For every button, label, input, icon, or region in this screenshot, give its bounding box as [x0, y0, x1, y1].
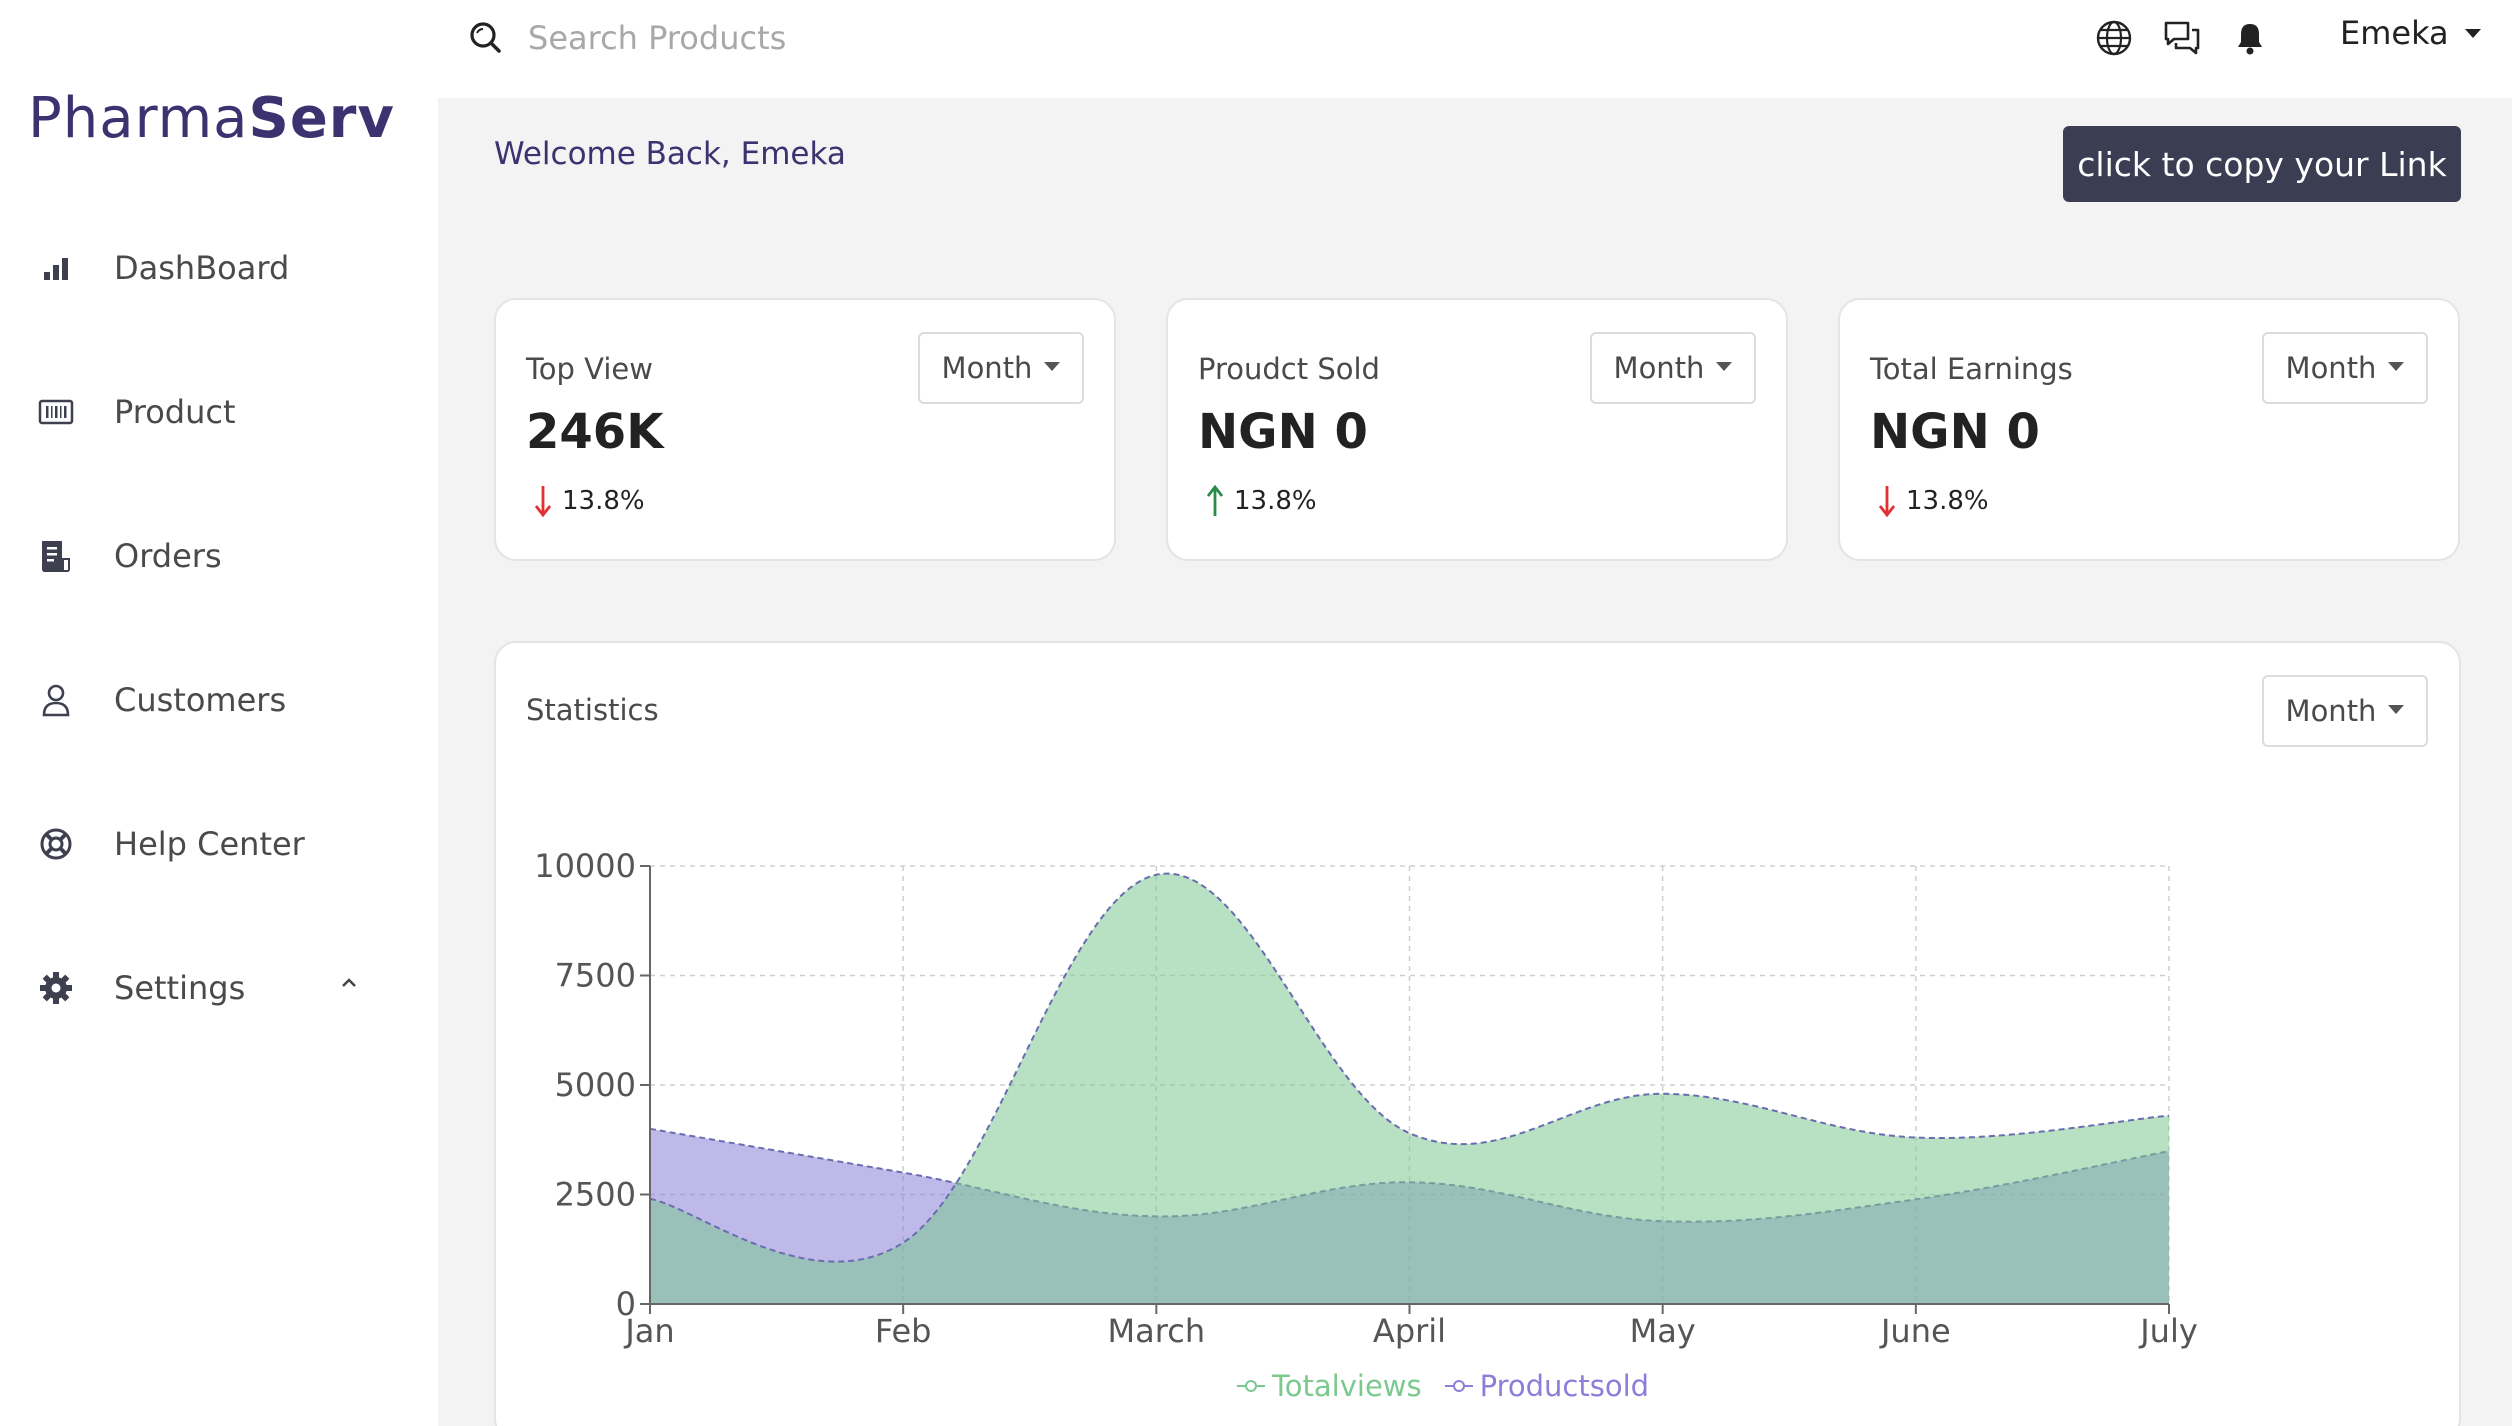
y-tick-label: 7500: [555, 957, 636, 995]
arrow-down-icon: [534, 486, 552, 518]
y-tick-label: 5000: [555, 1066, 636, 1104]
card-change-value: 13.8%: [1234, 486, 1317, 516]
sidebar: PharmaServ DashBoard Product Orders Cust…: [0, 0, 438, 1426]
chat-icon[interactable]: [2162, 18, 2202, 58]
x-tick-label: April: [1373, 1312, 1446, 1350]
card-title: Top View: [526, 352, 653, 386]
x-tick-label: Feb: [875, 1312, 932, 1350]
caret-down-icon: [1044, 361, 1061, 371]
month-select[interactable]: Month: [2262, 675, 2428, 747]
stat-card-total-earnings: Total Earnings NGN 0 13.8% Month: [1838, 298, 2460, 561]
x-tick-label: June: [1879, 1312, 1951, 1350]
stat-card-product-sold: Proudct Sold NGN 0 13.8% Month: [1166, 298, 1788, 561]
app-logo[interactable]: PharmaServ: [28, 86, 395, 151]
x-tick-label: March: [1108, 1312, 1206, 1350]
lifebuoy-icon: [36, 824, 76, 864]
bell-icon[interactable]: [2230, 18, 2270, 58]
caret-down-icon: [2388, 361, 2405, 371]
sidebar-item-settings[interactable]: Settings: [36, 958, 245, 1018]
sidebar-item-help-center[interactable]: Help Center: [36, 814, 305, 874]
document-icon: [36, 536, 76, 576]
sidebar-item-orders[interactable]: Orders: [36, 526, 222, 586]
sidebar-item-label: DashBoard: [114, 249, 290, 287]
month-select-value: Month: [2285, 694, 2377, 728]
y-tick-label: 0: [616, 1285, 636, 1323]
logo-bold-text: Serv: [248, 86, 395, 151]
legend-line-icon: [1237, 1380, 1265, 1392]
y-tick-label: 2500: [555, 1176, 636, 1214]
legend-item-productsold[interactable]: Productsold: [1444, 1369, 1649, 1403]
card-value: NGN 0: [1870, 404, 2040, 460]
sidebar-item-label: Product: [114, 393, 236, 431]
card-value: 246K: [526, 404, 664, 460]
topbar: Emeka: [438, 0, 2512, 98]
legend-line-icon: [1444, 1380, 1473, 1392]
user-menu[interactable]: Emeka: [2340, 14, 2481, 52]
caret-down-icon: [1716, 361, 1733, 371]
stat-card-top-view: Top View 246K 13.8% Month: [494, 298, 1116, 561]
x-tick-label: July: [2138, 1312, 2198, 1350]
month-select[interactable]: Month: [918, 332, 1084, 404]
caret-down-icon: [2464, 28, 2481, 38]
x-tick-label: Jan: [623, 1312, 674, 1350]
x-tick-label: May: [1630, 1312, 1696, 1350]
sidebar-item-label: Help Center: [114, 825, 305, 863]
copy-link-button[interactable]: click to copy your Link: [2063, 126, 2461, 202]
chart-legend: Totalviews Productsold: [1236, 1369, 1671, 1403]
card-value: NGN 0: [1198, 404, 1368, 460]
line-totalviews: [649, 872, 2170, 1263]
sidebar-item-customers[interactable]: Customers: [36, 670, 286, 730]
statistics-card: Statistics Month 0 2500 5000 7500 10000 Jan Fe…: [494, 641, 2461, 1426]
bar-chart-icon: [36, 248, 76, 288]
card-change: 13.8%: [1206, 484, 1317, 518]
area-totalviews: [650, 873, 2169, 1304]
statistics-chart: 0 2500 5000 7500 10000 Jan Feb March April May Jun…: [534, 847, 2198, 1350]
globe-icon[interactable]: [2094, 18, 2134, 58]
logo-light-text: Pharma: [28, 86, 249, 151]
month-select-value: Month: [2285, 351, 2377, 385]
arrow-down-icon: [1878, 486, 1896, 518]
card-change-value: 13.8%: [562, 486, 645, 516]
card-change: 13.8%: [534, 484, 645, 518]
month-select-value: Month: [941, 351, 1033, 385]
arrow-up-icon: [1206, 484, 1224, 516]
caret-down-icon: [2388, 704, 2405, 714]
sidebar-item-label: Customers: [114, 681, 287, 719]
chevron-up-icon[interactable]: [336, 970, 362, 996]
welcome-message: Welcome Back, Emeka: [494, 136, 846, 172]
user-name: Emeka: [2340, 14, 2449, 52]
month-select-value: Month: [1613, 351, 1705, 385]
legend-item-totalviews[interactable]: Totalviews: [1236, 1369, 1422, 1403]
card-change-value: 13.8%: [1906, 486, 1989, 516]
search-icon[interactable]: [466, 18, 506, 58]
barcode-icon: [36, 392, 76, 432]
legend-label: Totalviews: [1272, 1369, 1422, 1403]
user-icon: [36, 680, 76, 720]
card-change: 13.8%: [1878, 484, 1989, 518]
sidebar-item-label: Orders: [114, 537, 222, 575]
sidebar-item-product[interactable]: Product: [36, 382, 236, 442]
search-input[interactable]: [528, 10, 1228, 66]
month-select[interactable]: Month: [1590, 332, 1756, 404]
statistics-title: Statistics: [526, 693, 659, 727]
sidebar-item-dashboard[interactable]: DashBoard: [36, 238, 289, 298]
card-title: Total Earnings: [1870, 352, 2073, 386]
gear-icon: [36, 968, 76, 1008]
sidebar-item-label: Settings: [114, 969, 246, 1007]
legend-label: Productsold: [1479, 1369, 1650, 1403]
month-select[interactable]: Month: [2262, 332, 2428, 404]
y-tick-label: 10000: [534, 847, 636, 885]
card-title: Proudct Sold: [1198, 352, 1380, 386]
